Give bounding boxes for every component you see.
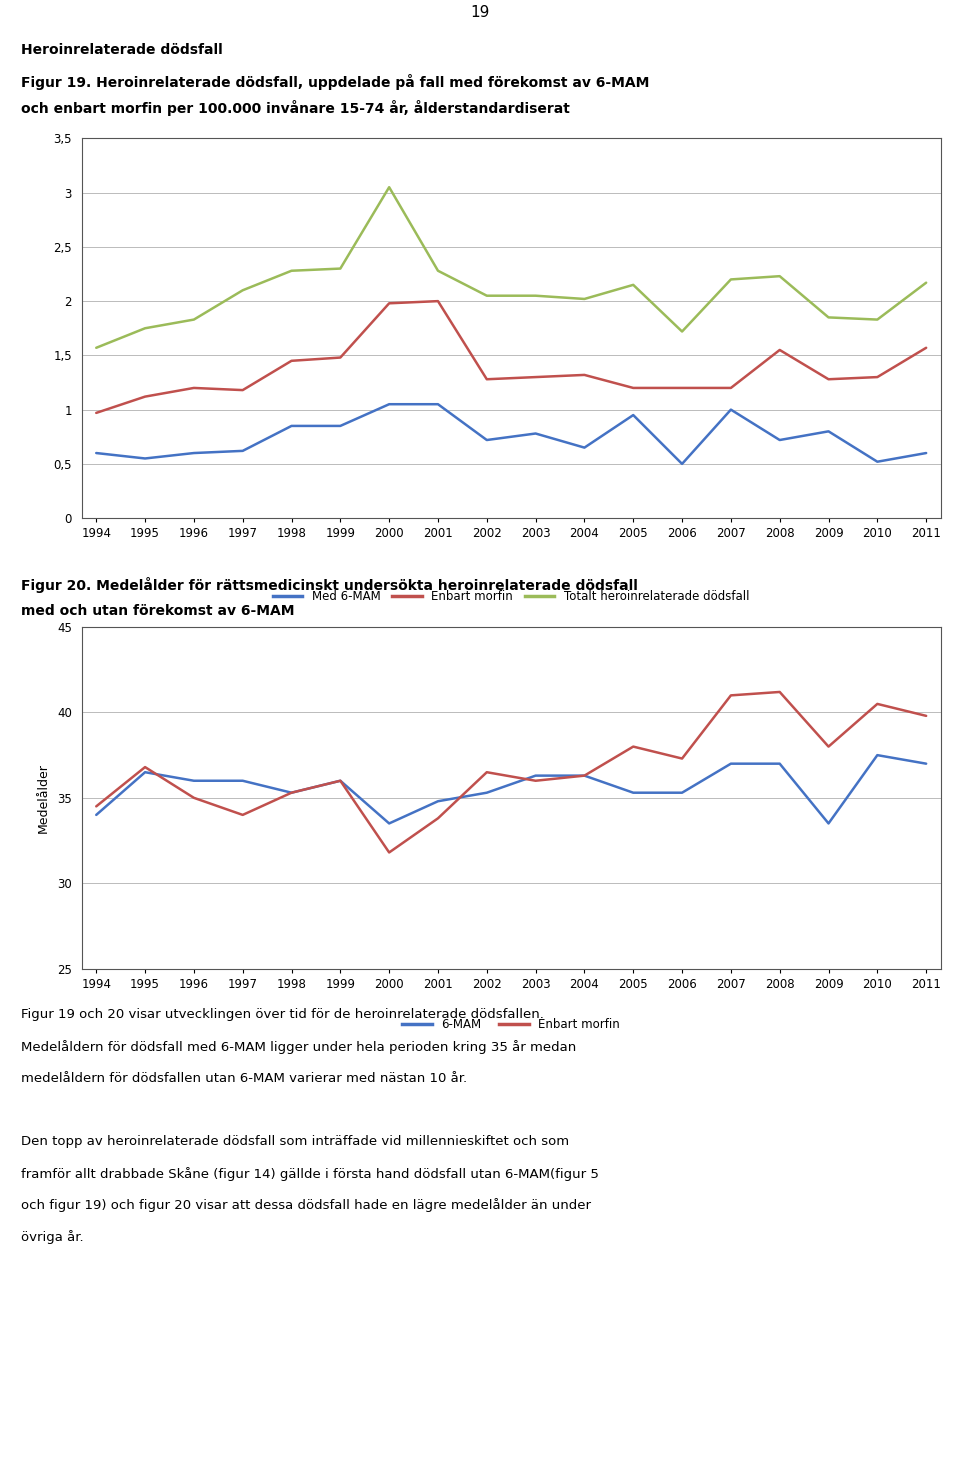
Y-axis label: Medelålder: Medelålder [37, 762, 50, 833]
Text: Heroinrelaterade dödsfall: Heroinrelaterade dödsfall [21, 43, 223, 57]
Text: Figur 20. Medelålder för rättsmedicinskt undersökta heroinrelaterade dödsfall: Figur 20. Medelålder för rättsmedicinskt… [21, 577, 638, 593]
Text: med och utan förekomst av 6-MAM: med och utan förekomst av 6-MAM [21, 604, 295, 618]
Text: Den topp av heroinrelaterade dödsfall som inträffade vid millennieskiftet och so: Den topp av heroinrelaterade dödsfall so… [21, 1135, 569, 1148]
Text: Medelåldern för dödsfall med 6-MAM ligger under hela perioden kring 35 år medan: Medelåldern för dödsfall med 6-MAM ligge… [21, 1039, 576, 1054]
Text: Figur 19. Heroinrelaterade dödsfall, uppdelade på fall med förekomst av 6-MAM: Figur 19. Heroinrelaterade dödsfall, upp… [21, 74, 650, 90]
Text: Figur 19 och 20 visar utvecklingen över tid för de heroinrelaterade dödsfallen.: Figur 19 och 20 visar utvecklingen över … [21, 1008, 544, 1022]
Text: medelåldern för dödsfallen utan 6-MAM varierar med nästan 10 år.: medelåldern för dödsfallen utan 6-MAM va… [21, 1072, 468, 1085]
Legend: 6-MAM, Enbart morfin: 6-MAM, Enbart morfin [402, 1019, 620, 1030]
Text: 19: 19 [470, 4, 490, 21]
Text: och figur 19) och figur 20 visar att dessa dödsfall hade en lägre medelålder än : och figur 19) och figur 20 visar att des… [21, 1198, 591, 1211]
Legend: Med 6-MAM, Enbart morfin, Totalt heroinrelaterade dödsfall: Med 6-MAM, Enbart morfin, Totalt heroinr… [273, 590, 750, 604]
Text: och enbart morfin per 100.000 invånare 15-74 år, ålderstandardiserat: och enbart morfin per 100.000 invånare 1… [21, 100, 570, 116]
Text: framför allt drabbade Skåne (figur 14) gällde i första hand dödsfall utan 6-MAM(: framför allt drabbade Skåne (figur 14) g… [21, 1166, 599, 1181]
Text: övriga år.: övriga år. [21, 1231, 84, 1244]
